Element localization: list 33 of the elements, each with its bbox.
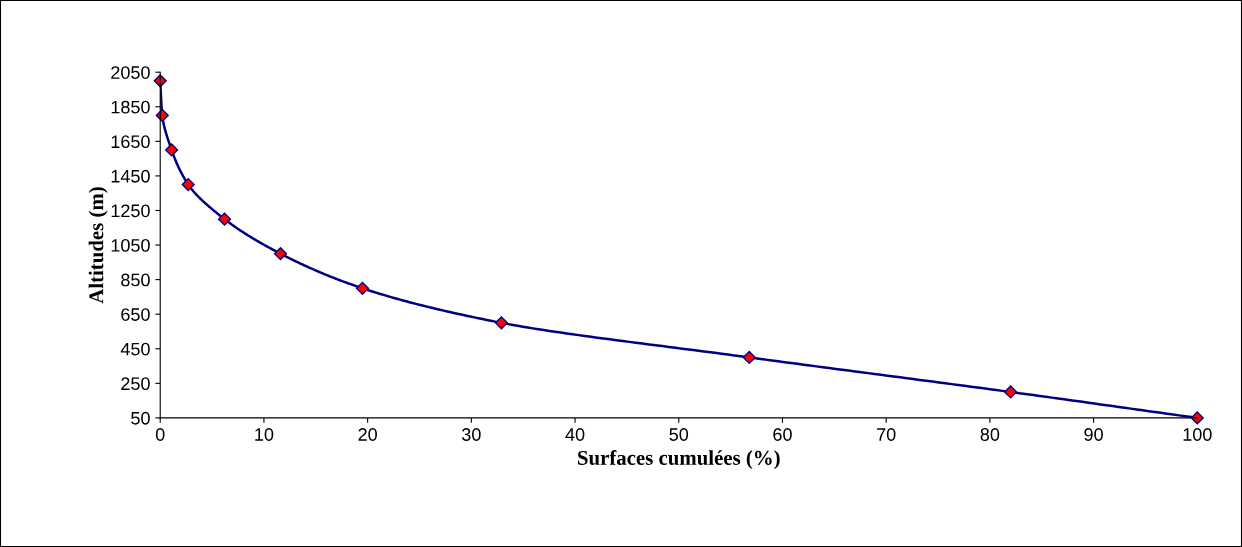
- point: [494, 316, 509, 330]
- point: [181, 177, 195, 192]
- point: [165, 143, 179, 157]
- y-tick-label: 650: [121, 308, 150, 321]
- x-tick-label: 60: [773, 428, 792, 441]
- y-tick-label: 1850: [111, 100, 150, 114]
- x-tick-label: 80: [980, 428, 1000, 441]
- x-tick-label: 20: [358, 428, 377, 441]
- x-tick-label: 0: [155, 428, 165, 441]
- y-axis-title: Altitudes (m): [88, 187, 108, 304]
- point: [742, 350, 756, 364]
- point: [217, 212, 232, 226]
- point: [1190, 411, 1204, 425]
- y-tick-label: 1650: [111, 135, 150, 149]
- point: [1004, 385, 1018, 399]
- x-tick-label: 30: [461, 428, 481, 441]
- x-tick-label: 40: [565, 428, 585, 441]
- y-tick-label: 250: [121, 377, 150, 391]
- y-tick-label: 450: [120, 342, 150, 356]
- y-tick-label: 1050: [111, 238, 150, 252]
- x-tick-label: 100: [1183, 428, 1212, 441]
- x-tick-label: 10: [255, 428, 274, 441]
- x-tick-label: 70: [877, 428, 896, 441]
- x-axis-title: Surfaces cumulées (%): [578, 450, 780, 470]
- x-tick-label: 50: [669, 428, 689, 441]
- x-tick-label: 90: [1084, 428, 1103, 441]
- y-tick-label: 2050: [111, 66, 150, 79]
- y-tick-label: 1250: [111, 204, 150, 218]
- y-tick-label: 850: [121, 273, 150, 287]
- y-tick-label: 50: [131, 411, 150, 425]
- point: [355, 281, 370, 295]
- y-tick-label: 1450: [111, 169, 150, 183]
- point: [273, 247, 288, 261]
